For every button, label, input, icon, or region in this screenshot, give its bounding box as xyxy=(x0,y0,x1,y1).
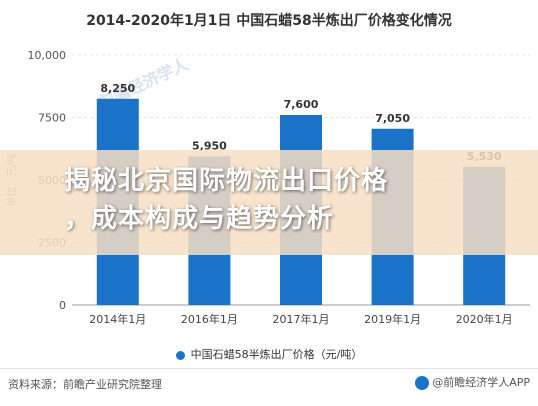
y-tick-label: 0 xyxy=(59,299,66,312)
legend: 中国石蜡58半炼出厂价格（元/吨） xyxy=(0,346,538,362)
footer-divider xyxy=(0,368,538,369)
x-tick-label: 2014年1月 xyxy=(89,312,146,326)
overlay-banner xyxy=(0,150,538,255)
x-tick-label: 2016年1月 xyxy=(181,312,238,326)
source-note: 资料来源：前瞻产业研究院整理 xyxy=(8,378,162,391)
overlay-headline: 揭秘北京国际物流出口价格 ，成本构成与趋势分析 xyxy=(64,162,504,238)
brand-credit: @前瞻经济学人APP xyxy=(415,374,530,390)
data-label: 5,950 xyxy=(192,139,227,152)
legend-marker xyxy=(175,350,185,360)
chart-title: 2014-2020年1月1日 中国石蜡58半炼出厂价格变化情况 xyxy=(86,13,452,29)
data-label: 7,600 xyxy=(284,98,319,111)
x-tick-label: 2020年1月 xyxy=(456,312,513,326)
x-tick-label: 2019年1月 xyxy=(364,312,421,326)
data-label: 8,250 xyxy=(100,82,135,95)
legend-label: 中国石蜡58半炼出厂价格（元/吨） xyxy=(190,348,363,361)
brand-logo-icon xyxy=(415,376,430,390)
brand-label: @前瞻经济学人APP xyxy=(432,376,530,389)
x-tick-label: 2017年1月 xyxy=(273,312,330,326)
data-label: 7,050 xyxy=(375,112,410,125)
overlay-line-2: ，成本构成与趋势分析 xyxy=(64,204,335,234)
overlay-line-1: 揭秘北京国际物流出口价格 xyxy=(64,166,389,196)
y-tick-label: 7500 xyxy=(38,112,66,125)
y-tick-label: 10,000 xyxy=(28,49,67,62)
